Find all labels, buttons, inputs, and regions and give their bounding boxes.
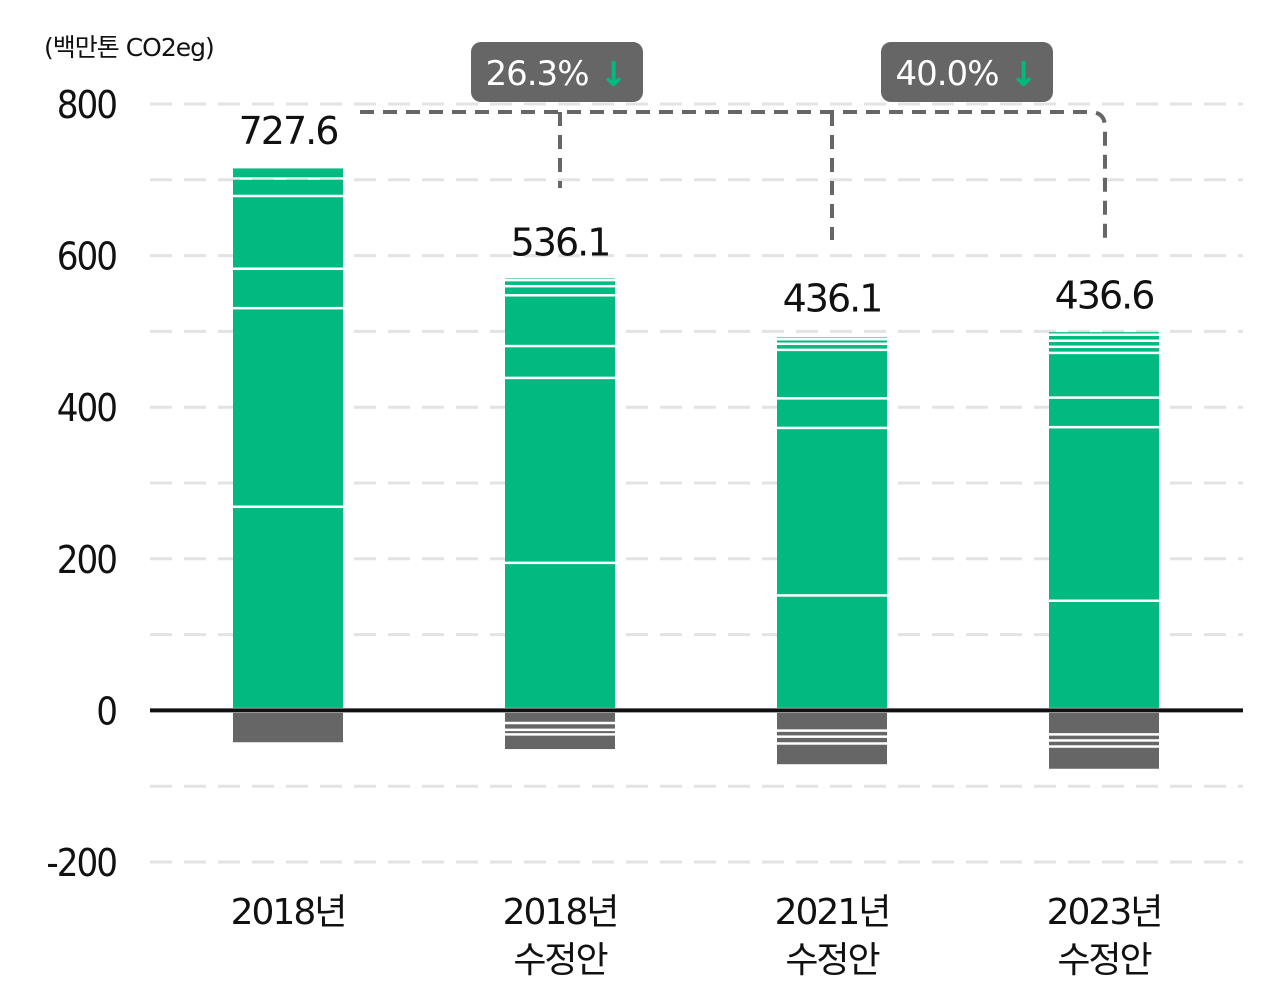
y-tick-label: 0	[96, 689, 116, 733]
y-tick-label: -200	[46, 841, 116, 885]
bar-segment	[1049, 332, 1159, 334]
bar-segment	[777, 345, 887, 349]
bar-segment	[777, 337, 887, 338]
bar-segment	[505, 296, 615, 345]
bar-segment-negative	[505, 712, 615, 722]
bar-segment	[777, 340, 887, 343]
x-tick-label: 2018년	[231, 892, 346, 933]
bar-segment-negative	[777, 731, 887, 736]
bar-segment	[505, 379, 615, 562]
x-tick-label: 수정안	[785, 940, 879, 981]
reduction-connector	[360, 110, 1107, 240]
reduction-badge	[471, 42, 643, 102]
y-tick-label: 400	[57, 386, 116, 430]
bar-segment	[505, 278, 615, 279]
bar-segment	[1049, 428, 1159, 600]
bar-segment-negative	[777, 744, 887, 765]
y-tick-label: 800	[57, 83, 116, 127]
bar-segment	[505, 347, 615, 377]
bar-segment	[505, 287, 615, 295]
data-label: 436.6	[1055, 274, 1154, 318]
bar-segment	[1049, 348, 1159, 352]
bar-segment-negative	[1049, 712, 1159, 734]
bar-segment	[233, 168, 343, 178]
x-tick-label: 수정안	[1057, 940, 1151, 981]
data-label: 436.1	[783, 277, 882, 321]
x-tick-label: 2021년	[775, 892, 890, 933]
down-arrow-icon: ↓	[1009, 55, 1037, 95]
data-label: 536.1	[511, 221, 610, 265]
bar-segment	[1049, 398, 1159, 426]
data-label: 727.6	[239, 109, 338, 153]
bar-segment-negative	[505, 735, 615, 750]
y-tick-label: 200	[57, 538, 116, 582]
bar-segment	[777, 596, 887, 708]
bar-segment	[1049, 354, 1159, 397]
bar-segment	[1049, 342, 1159, 346]
reduction-badge-label: 40.0%	[895, 54, 998, 94]
reduction-badge	[881, 42, 1053, 102]
bar-segment	[233, 270, 343, 307]
bar-segment	[1049, 335, 1159, 340]
x-tick-label: 2023년	[1047, 892, 1162, 933]
bar-segment-negative	[1049, 735, 1159, 740]
bar-segment-negative	[1049, 741, 1159, 746]
bar-segment-negative	[505, 724, 615, 729]
bar-segment	[233, 508, 343, 708]
bar-segment	[1049, 602, 1159, 708]
x-tick-label: 수정안	[513, 940, 607, 981]
bar-segment	[777, 429, 887, 595]
bar-segment	[233, 179, 343, 195]
bar-segment	[505, 281, 615, 285]
bar-segment-negative	[1049, 747, 1159, 769]
bar-segment	[505, 564, 615, 708]
bar-segment-negative	[777, 712, 887, 730]
bar-segment	[233, 197, 343, 268]
down-arrow-icon: ↓	[599, 55, 627, 95]
bar-segment-negative	[505, 731, 615, 734]
x-tick-label: 2018년	[503, 892, 618, 933]
bar-segment-negative	[233, 712, 343, 743]
reduction-badge-label: 26.3%	[485, 54, 588, 94]
bar-segment	[777, 399, 887, 427]
bar-segment	[777, 351, 887, 398]
bar-segment-negative	[777, 737, 887, 743]
unit-label: (백만톤 CO2eg)	[44, 33, 215, 62]
y-tick-label: 600	[57, 235, 116, 279]
bar-segment	[233, 309, 343, 506]
